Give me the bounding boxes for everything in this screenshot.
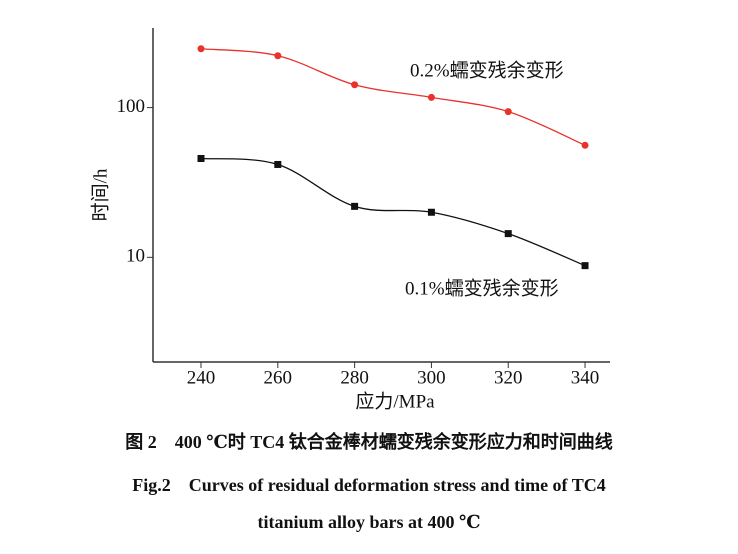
x-tick-label: 300 — [417, 367, 446, 388]
y-tick-label: 100 — [117, 96, 146, 117]
marker — [581, 141, 589, 149]
caption: 图 2 400 ℃时 TC4 钛合金棒材蠕变残余变形应力和时间曲线 — [125, 431, 613, 452]
marker — [427, 93, 435, 101]
annotation: 0.1%蠕变残余变形 — [405, 277, 559, 299]
marker — [581, 262, 589, 270]
x-tick-label: 280 — [340, 367, 369, 388]
marker — [351, 81, 359, 89]
x-tick-label: 240 — [187, 367, 216, 388]
y-tick-label: 10 — [126, 246, 145, 267]
y-axis-label: 时间/h — [89, 168, 111, 221]
marker — [351, 202, 359, 210]
marker — [197, 45, 205, 53]
x-tick-label: 260 — [264, 367, 293, 388]
line — [200, 157, 586, 267]
annotation: 0.2%蠕变残余变形 — [410, 59, 564, 81]
marker — [274, 52, 282, 60]
caption: titanium alloy bars at 400 ℃ — [257, 512, 480, 532]
marker — [504, 230, 512, 238]
caption: Fig.2 Curves of residual deformation str… — [132, 475, 605, 495]
marker — [504, 108, 512, 116]
line — [200, 48, 586, 146]
marker — [274, 160, 282, 168]
marker — [197, 155, 205, 163]
marker — [427, 208, 435, 216]
x-tick-label: 320 — [494, 367, 523, 388]
x-tick-label: 340 — [571, 367, 600, 388]
x-axis-label: 应力/MPa — [355, 390, 435, 412]
